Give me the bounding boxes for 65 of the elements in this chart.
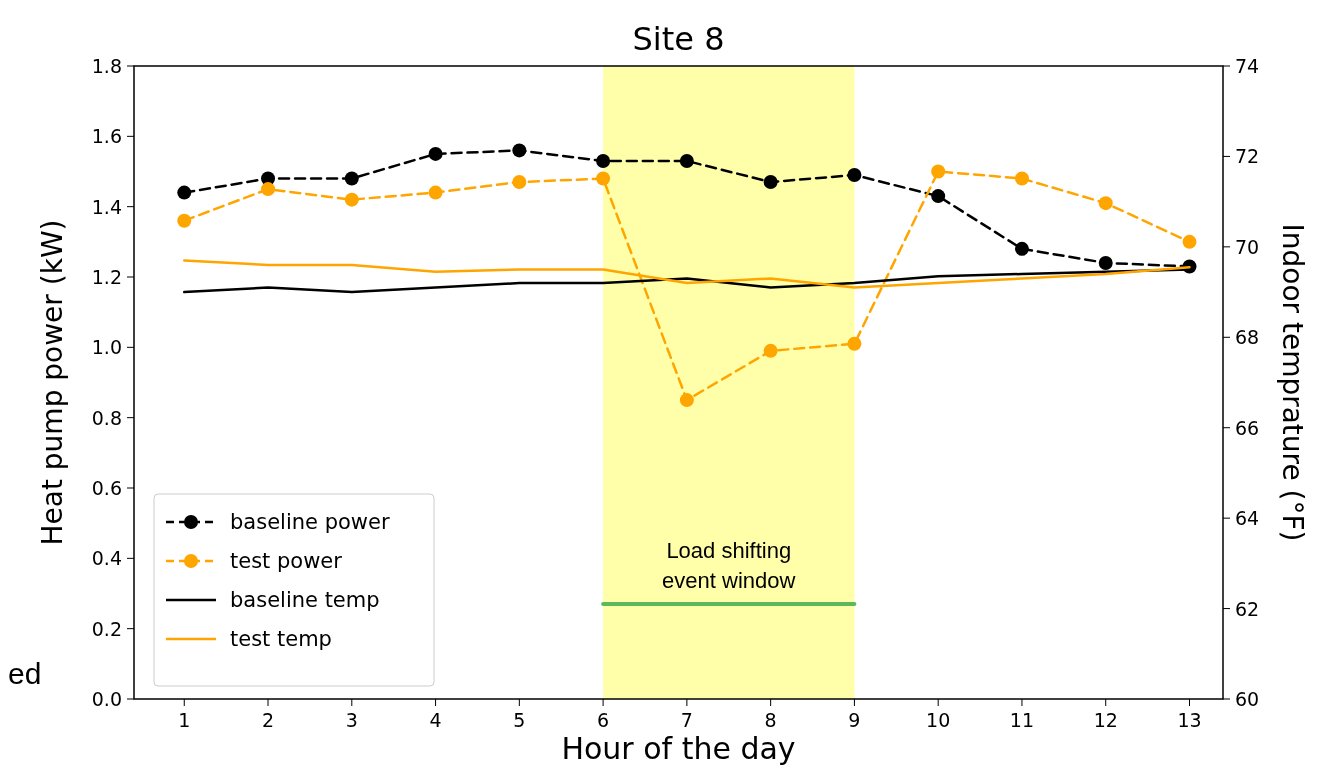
point <box>931 189 946 204</box>
point <box>763 175 778 190</box>
y-tick-label: 1.0 <box>91 336 122 359</box>
y-tick-label: 0.6 <box>91 477 122 499</box>
y2-axis-title: Indoor temprature (°F) <box>1276 223 1309 542</box>
y-tick-label: 1.2 <box>91 266 122 288</box>
point <box>512 175 527 190</box>
legend-label: test temp <box>230 627 332 651</box>
y-tick-label: 1.8 <box>91 55 122 77</box>
legend-label: baseline power <box>230 510 390 534</box>
point <box>679 153 694 168</box>
x-tick-label: 8 <box>764 709 777 731</box>
point <box>428 185 443 200</box>
y2-tick-label: 74 <box>1235 55 1260 77</box>
point <box>1014 171 1029 186</box>
point <box>847 168 862 183</box>
y2-tick-label: 60 <box>1235 688 1260 710</box>
x-tick-label: 9 <box>848 709 861 731</box>
point <box>177 213 192 228</box>
x-tick-label: 5 <box>513 709 526 731</box>
y2-tick-label: 66 <box>1235 416 1260 439</box>
y2-tick-label: 72 <box>1235 145 1260 168</box>
y2-tick-label: 64 <box>1235 507 1260 530</box>
x-tick-label: 3 <box>345 709 358 731</box>
point <box>428 146 443 161</box>
point <box>261 182 276 197</box>
point <box>763 343 778 358</box>
point <box>1098 255 1113 270</box>
point <box>1014 241 1029 256</box>
y2-tick-label: 68 <box>1235 326 1260 349</box>
x-tick-label: 12 <box>1093 709 1118 731</box>
y-tick-label: 0.0 <box>91 688 122 710</box>
x-tick-label: 7 <box>680 709 693 731</box>
point <box>596 171 611 186</box>
x-tick-label: 4 <box>429 709 442 731</box>
point <box>847 336 862 351</box>
y-tick-label: 0.8 <box>91 406 122 429</box>
point <box>512 143 527 158</box>
point <box>177 185 192 200</box>
point <box>679 393 694 408</box>
y-axis-title: Heat pump power (kW) <box>36 219 69 546</box>
x-tick-label: 13 <box>1177 709 1202 731</box>
legend-label: baseline temp <box>230 588 380 612</box>
x-tick-label: 1 <box>178 709 191 731</box>
point <box>344 192 359 207</box>
chart-title: Site 8 <box>632 20 725 58</box>
y-tick-label: 1.4 <box>91 195 122 218</box>
x-tick-label: 10 <box>926 709 951 731</box>
y-tick-label: 1.6 <box>91 125 122 148</box>
point <box>1182 234 1197 249</box>
text: ed <box>8 657 42 690</box>
point <box>1098 196 1113 211</box>
point <box>344 171 359 186</box>
x-axis-title: Hour of the day <box>561 731 796 766</box>
point <box>931 164 946 179</box>
x-tick-label: 6 <box>597 709 610 731</box>
x-tick-label: 2 <box>261 709 275 731</box>
x-tick-label: 11 <box>1009 709 1035 731</box>
point <box>596 153 611 168</box>
y-tick-label: 0.4 <box>91 547 122 570</box>
y2-tick-label: 70 <box>1235 235 1260 258</box>
legend-label: test power <box>230 549 343 573</box>
y-tick-label: 0.2 <box>91 617 122 640</box>
y2-tick-label: 62 <box>1235 597 1260 620</box>
band-label: Load shifting event window <box>662 538 796 594</box>
